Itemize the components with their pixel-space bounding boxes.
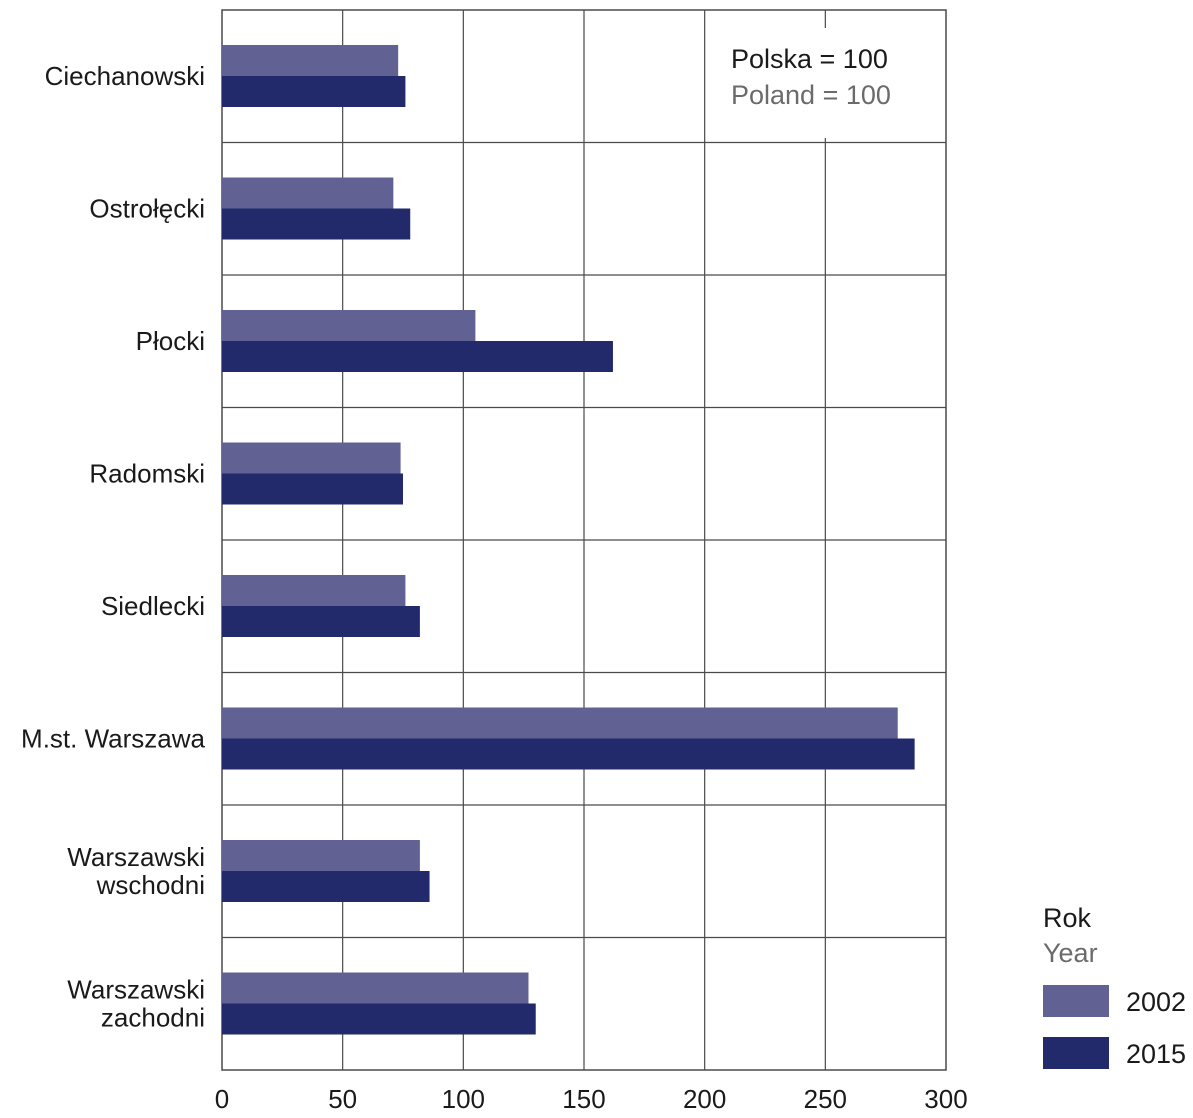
- bar-2002: [222, 177, 394, 209]
- bar-2002: [222, 707, 898, 739]
- category-label: Warszawski: [67, 975, 205, 1005]
- grid: [221, 9, 947, 1071]
- legend-swatch-2015: [1043, 1037, 1109, 1069]
- category-label: wschodni: [96, 870, 205, 900]
- x-tick-label: 250: [804, 1084, 847, 1114]
- bar-2002: [222, 45, 399, 76]
- annotation-line-2: Poland = 100: [731, 80, 891, 110]
- category-label: Siedlecki: [101, 591, 205, 621]
- legend-title: Rok: [1043, 903, 1092, 933]
- bar-2015: [222, 208, 411, 240]
- category-label: Warszawski: [67, 842, 205, 872]
- x-tick-label: 100: [442, 1084, 485, 1114]
- bar-2002: [222, 840, 420, 871]
- legend-subtitle: Year: [1043, 938, 1098, 968]
- bar-2002: [222, 442, 401, 474]
- category-labels: Ciechanowski Ostrołęcki Płocki Radomski Sied…: [21, 61, 205, 1033]
- legend-label-2015: 2015: [1126, 1039, 1186, 1069]
- legend-swatch-2002: [1043, 985, 1109, 1017]
- legend: Rok Year 2002 2015: [1043, 903, 1186, 1069]
- category-label: Płocki: [136, 326, 205, 356]
- legend-label-2002: 2002: [1126, 987, 1186, 1017]
- category-label: M.st. Warszawa: [21, 724, 205, 754]
- x-tick-label: 200: [683, 1084, 726, 1114]
- category-label: Ciechanowski: [45, 61, 205, 91]
- category-label: Ostrołęcki: [89, 194, 205, 224]
- x-tick-label: 150: [562, 1084, 605, 1114]
- x-tick-label: 50: [328, 1084, 357, 1114]
- x-tick-label: 0: [215, 1084, 229, 1114]
- x-tick-labels: 0 50 100 150 200 250 300: [215, 1084, 968, 1114]
- category-label: Radomski: [89, 459, 205, 489]
- category-label: zachodni: [101, 1003, 205, 1033]
- bar-2015: [222, 871, 430, 902]
- bar-2002: [222, 972, 529, 1004]
- x-tick-label: 300: [924, 1084, 967, 1114]
- bar-2002: [222, 310, 476, 341]
- bar-2002: [222, 575, 406, 606]
- bars: [222, 45, 915, 1035]
- bar-2015: [222, 738, 915, 770]
- annotation-box: [707, 28, 922, 138]
- bar-2015: [222, 1003, 536, 1035]
- bar-2015: [222, 606, 420, 637]
- bar-2015: [222, 76, 406, 107]
- bar-2015: [222, 341, 613, 372]
- annotation-line-1: Polska = 100: [731, 44, 888, 74]
- bar-2015: [222, 473, 403, 505]
